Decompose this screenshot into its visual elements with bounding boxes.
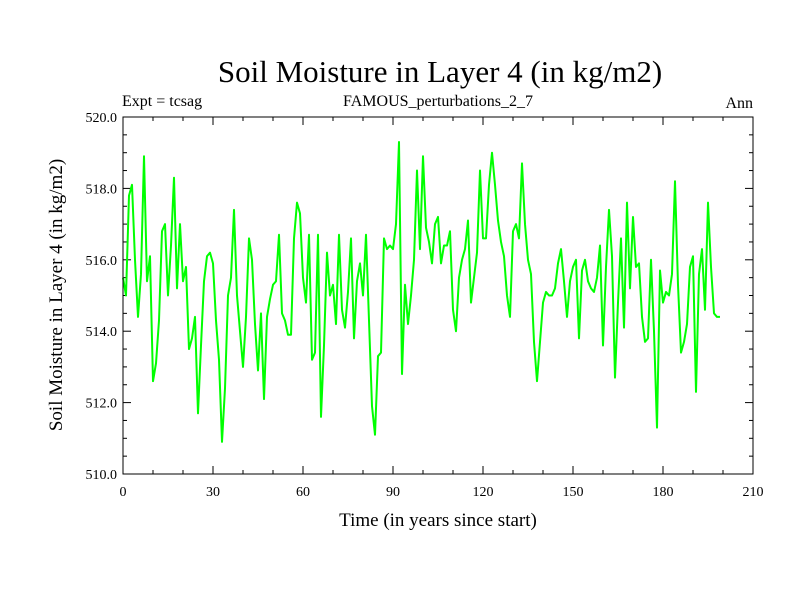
run-name-label: FAMOUS_perturbations_2_7 xyxy=(343,93,533,110)
y-tick-label: 514.0 xyxy=(86,325,118,340)
x-tick-label: 30 xyxy=(206,485,220,500)
chart-title: Soil Moisture in Layer 4 (in kg/m2) xyxy=(218,54,662,89)
x-tick-label: 180 xyxy=(653,485,674,500)
tick-labels: 0 30 60 90 120 150 180 210 510.0 512.0 514.0 516.0 5… xyxy=(86,111,764,500)
plot-frame xyxy=(122,116,754,475)
y-tick-label: 518.0 xyxy=(86,182,118,197)
x-tick-label: 150 xyxy=(563,485,584,500)
y-tick-label: 510.0 xyxy=(86,468,118,483)
series-line xyxy=(122,140,720,443)
y-tick-label: 512.0 xyxy=(86,397,118,412)
x-tick-label: 0 xyxy=(120,485,127,500)
experiment-label: Expt = tcsag xyxy=(122,93,202,110)
x-tick-label: 120 xyxy=(473,485,494,500)
period-label: Ann xyxy=(725,95,753,112)
axis-ticks xyxy=(122,116,754,475)
y-tick-label: 520.0 xyxy=(86,111,118,126)
y-axis-label: Soil Moisture in Layer 4 (in kg/m2) xyxy=(46,159,67,431)
x-tick-label: 60 xyxy=(296,485,310,500)
x-axis-label: Time (in years since start) xyxy=(339,510,537,531)
x-tick-label: 90 xyxy=(386,485,400,500)
y-tick-label: 516.0 xyxy=(86,254,118,269)
x-tick-label: 210 xyxy=(743,485,764,500)
